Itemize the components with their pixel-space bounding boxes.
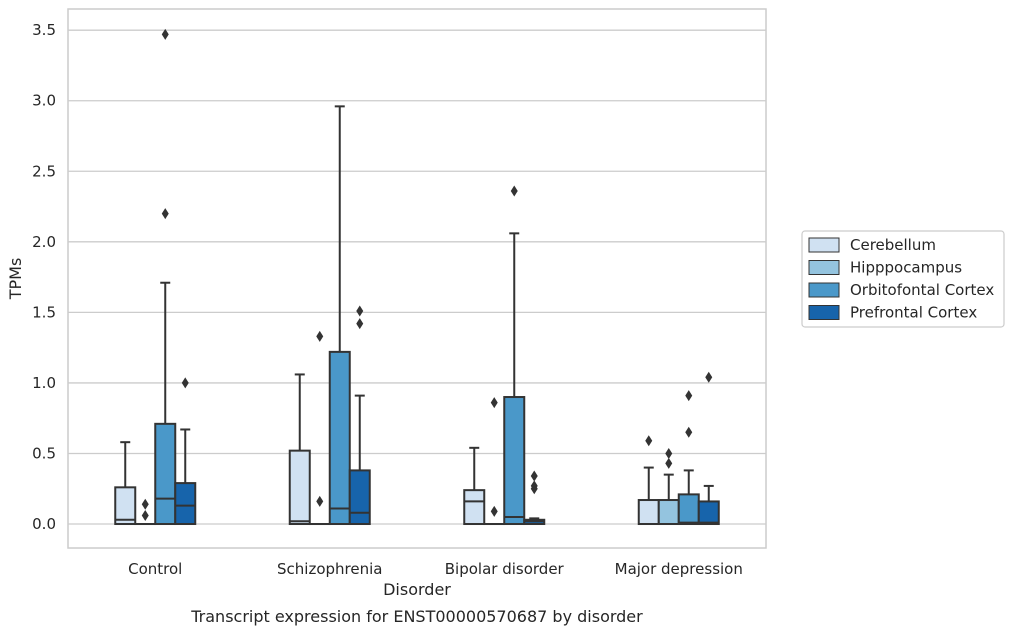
legend-box [801,230,1005,328]
box-plot-area [114,28,720,526]
y-tick-label: 1.0 [32,374,56,392]
box-3-0 [637,435,660,526]
box-1-1 [308,330,331,526]
box [697,500,720,526]
box [328,350,351,526]
y-tick-label: 0.5 [32,444,56,462]
legend-swatch [808,305,840,320]
legend-label: Prefrontal Cortex [850,304,977,322]
box-2-0 [463,446,486,526]
x-tick-label: Control [128,560,182,578]
box-1-0 [288,373,311,526]
outlier-point [141,498,149,510]
outlier-point [181,377,189,389]
legend-swatch [808,282,840,298]
box [154,422,177,526]
box [463,489,486,526]
box-2-2 [503,185,526,526]
box [677,493,700,526]
outlier-point [685,390,693,402]
box [114,486,137,526]
y-tick-label: 2.5 [32,162,56,180]
outlier-point [316,495,324,507]
legend-label: Cerebellum [850,236,936,254]
legend-swatch [808,260,840,275]
outlier-point [490,397,498,409]
box-3-3 [697,371,720,526]
x-axis: Control Schizophrenia Bipolar disorder Majo… [128,560,743,578]
box [288,449,311,526]
box [503,396,526,526]
outlier-point [530,470,538,482]
plot-frame [67,8,767,549]
box-2-3 [523,470,546,526]
legend-swatch [808,237,840,253]
y-tick-label: 0.0 [32,515,56,533]
outlier-point [665,447,673,459]
box-0-0 [114,441,137,526]
x-axis-label: Disorder [383,580,451,599]
y-axis: 0.0 0.5 1.0 1.5 2.0 2.5 3.0 3.5 [32,21,56,533]
chart-caption: Transcript expression for ENST0000057068… [190,607,643,626]
box-0-3 [174,377,197,526]
legend-label: Orbitofontal Cortex [850,281,994,299]
outlier-point [490,505,498,517]
y-tick-label: 2.0 [32,233,56,251]
outlier-point [530,480,538,492]
outlier-point [161,208,169,220]
x-tick-label: Schizophrenia [277,560,382,578]
outlier-point [665,457,673,469]
y-tick-label: 1.5 [32,303,56,321]
outlier-point [645,435,653,447]
box [348,469,371,526]
legend: Cerebellum Hipppocampus Orbitofontal Corte… [801,230,1005,328]
box-2-1 [483,397,506,526]
box [637,499,660,526]
box-3-1 [657,447,680,526]
legend-label: Hipppocampus [850,259,962,277]
box [174,482,197,526]
y-tick-label: 3.0 [32,92,56,110]
box [657,499,680,526]
x-tick-label: Bipolar disorder [445,560,565,578]
outlier-point [510,185,518,197]
x-tick-label: Major depression [615,560,743,578]
outlier-point [685,426,693,438]
outlier-point [141,510,149,522]
y-tick-label: 3.5 [32,21,56,39]
box-1-2 [328,105,351,526]
outlier-point [161,28,169,40]
outlier-point [316,330,324,342]
y-axis-label: TPMs [6,258,25,301]
box-0-1 [134,498,157,526]
box-3-2 [677,390,700,526]
outlier-point [356,318,364,330]
box-0-2 [154,28,177,526]
box-1-3 [348,305,371,526]
outlier-point [356,305,364,317]
outlier-point [705,371,713,383]
